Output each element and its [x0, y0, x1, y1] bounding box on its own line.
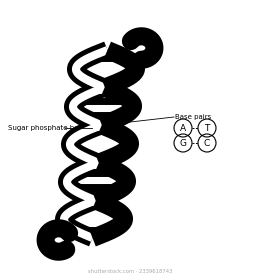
Text: T: T	[204, 123, 210, 132]
Text: G: G	[179, 139, 186, 148]
Text: A: A	[180, 123, 186, 132]
Text: C: C	[204, 139, 210, 148]
Text: Base pairs: Base pairs	[175, 114, 211, 120]
Text: shutterstock.com · 2339618743: shutterstock.com · 2339618743	[88, 269, 172, 274]
Text: Sugar phosphate backbone: Sugar phosphate backbone	[8, 125, 104, 131]
